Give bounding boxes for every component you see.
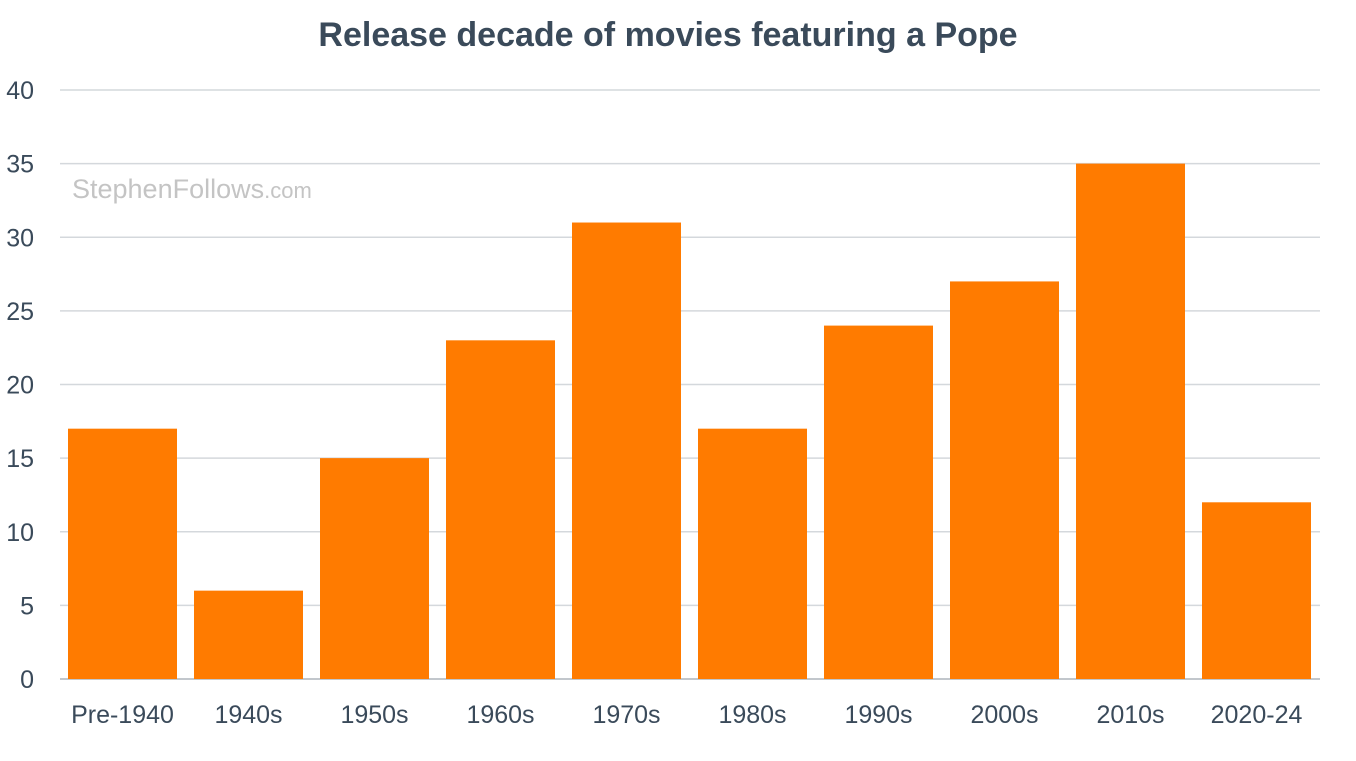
x-tick-label: 1970s xyxy=(592,701,660,729)
x-tick-label: 1950s xyxy=(340,701,408,729)
x-axis: Pre-1940 1940s 1950s 1960s 1970s 1980s 1990s 20… xyxy=(71,701,1302,729)
y-axis: 0 5 10 15 20 25 30 35 40 xyxy=(6,77,34,694)
bar-1960s xyxy=(446,340,555,679)
watermark: StephenFollows.com xyxy=(72,174,312,204)
x-tick-label: Pre-1940 xyxy=(71,701,174,729)
bar-pre-1940 xyxy=(68,428,177,679)
y-tick-label: 5 xyxy=(20,592,34,620)
bar-1980s xyxy=(698,428,807,679)
y-tick-label: 10 xyxy=(6,519,34,547)
bar-2000s xyxy=(950,281,1059,679)
x-tick-label: 1990s xyxy=(844,701,912,729)
y-tick-label: 35 xyxy=(6,151,34,179)
watermark-suffix: .com xyxy=(264,178,312,203)
bar-2020-24 xyxy=(1202,502,1311,679)
x-tick-label: 2020-24 xyxy=(1211,701,1303,729)
y-tick-label: 30 xyxy=(6,224,34,252)
x-tick-label: 1960s xyxy=(466,701,534,729)
bar-1970s xyxy=(572,222,681,679)
y-tick-label: 0 xyxy=(20,666,34,694)
bar-1940s xyxy=(194,590,303,679)
y-tick-label: 40 xyxy=(6,77,34,105)
bar-1990s xyxy=(824,325,933,679)
y-tick-label: 25 xyxy=(6,298,34,326)
x-tick-label: 1980s xyxy=(718,701,786,729)
bar-2010s xyxy=(1076,163,1185,679)
watermark-main: StephenFollows xyxy=(72,174,264,204)
y-tick-label: 20 xyxy=(6,372,34,400)
y-tick-label: 15 xyxy=(6,445,34,473)
bars xyxy=(68,163,1311,679)
x-tick-label: 1940s xyxy=(214,701,282,729)
x-tick-label: 2000s xyxy=(970,701,1038,729)
bar-1950s xyxy=(320,458,429,679)
chart-title: Release decade of movies featuring a Pop… xyxy=(318,16,1017,54)
x-tick-label: 2010s xyxy=(1096,701,1164,729)
